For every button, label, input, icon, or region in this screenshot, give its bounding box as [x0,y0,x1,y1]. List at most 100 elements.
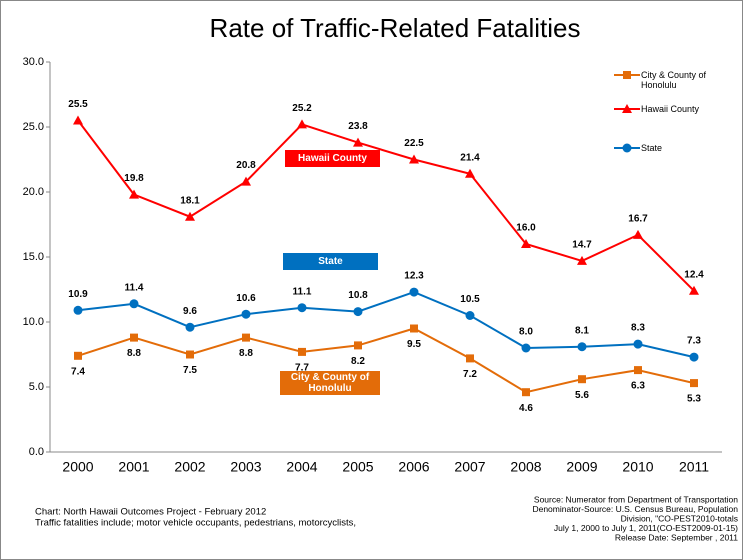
data-label: 18.1 [180,195,200,206]
marker [465,168,475,178]
data-label: 7.2 [463,369,477,380]
annotation-box: State [283,253,378,270]
annotation: City & County of Honolulu [280,371,380,395]
data-label: 8.3 [631,323,645,334]
marker [689,285,699,295]
x-tick-label: 2002 [174,459,205,475]
marker [241,309,251,319]
y-tick-label: 20.0 [23,186,44,198]
legend-label-box: City & County of Honolulu [641,70,707,90]
data-label: 6.3 [631,381,645,392]
data-label: 5.6 [575,390,589,401]
data-label: 16.0 [516,223,536,234]
data-label: 4.6 [519,403,533,414]
footer-right: Source: Numerator from Department of Tra… [534,494,738,504]
marker [690,379,698,388]
data-label: 10.8 [348,290,368,301]
marker [410,324,418,333]
marker [297,119,307,129]
data-label: 16.7 [628,214,648,225]
legend-marker [622,143,632,153]
data-label: 8.8 [127,348,141,359]
y-tick-label: 0.0 [29,446,44,458]
data-label: 11.4 [125,282,144,293]
legend-label: Hawaii County [641,104,700,114]
marker [130,333,138,342]
data-label: 25.2 [292,103,312,114]
footer-right: Division, "CO-PEST2010-totals [621,513,738,523]
marker [577,255,587,265]
x-tick-label: 2001 [118,459,149,475]
x-tick-label: 2010 [622,459,653,475]
marker [577,342,587,352]
data-label: 12.4 [684,269,704,280]
annotation: State [283,253,378,270]
marker [73,305,83,315]
annotation-box: Hawaii County [285,150,380,167]
y-tick-label: 30.0 [23,56,44,68]
data-label: 7.4 [71,366,85,377]
marker [74,351,82,360]
data-label: 10.9 [68,289,88,300]
footer-right: Denominator-Source: U.S. Census Bureau, … [532,504,738,514]
data-label: 8.0 [519,327,533,338]
legend-label: State [641,143,663,153]
marker [521,343,531,353]
footer-left: Traffic fatalities include; motor vehicl… [35,518,356,529]
annotation-box: City & County of Honolulu [280,371,380,395]
legend-label-box: Hawaii County [641,104,700,114]
footer-right: Release Date: September , 2011 [615,532,738,542]
x-tick-label: 2007 [454,459,485,475]
legend-label: City & County of Honolulu [641,70,707,90]
data-label: 7.5 [183,365,197,376]
x-tick-label: 2009 [566,459,597,475]
marker [634,366,642,375]
data-label: 21.4 [460,152,480,163]
x-tick-label: 2003 [230,459,261,475]
marker [186,350,194,359]
series-line [77,119,695,292]
marker [689,352,699,362]
y-tick-label: 5.0 [29,381,44,393]
data-label: 19.8 [124,173,144,184]
data-label: 14.7 [572,240,592,251]
marker [409,154,419,164]
marker [73,115,83,125]
marker [354,341,362,350]
y-tick-label: 10.0 [23,316,44,328]
series-line [77,327,695,394]
marker [242,333,250,342]
data-label: 5.3 [687,394,701,405]
data-label: 22.5 [404,138,424,149]
y-tick-label: 15.0 [23,251,44,263]
marker [409,287,419,297]
marker [185,211,195,221]
data-label: 20.8 [236,160,256,171]
data-label: 12.3 [404,271,424,282]
marker [298,347,306,356]
x-tick-label: 2006 [398,459,429,475]
marker [129,189,139,199]
data-label: 23.8 [348,121,368,132]
marker [353,137,363,147]
marker [465,311,475,320]
x-tick-label: 2005 [342,459,373,475]
data-label: 8.8 [239,348,253,359]
marker [522,388,530,397]
series-line [77,291,695,359]
footer-right: July 1, 2000 to July 1, 2011(CO-EST2009-… [554,523,738,533]
marker [241,176,251,186]
data-label: 11.1 [293,286,312,297]
marker [353,307,363,317]
legend-marker [623,71,631,79]
marker [633,339,643,349]
data-label: 7.3 [687,336,701,347]
marker [578,375,586,384]
legend-label-box: State [641,143,663,153]
data-label: 8.1 [575,325,589,336]
marker [633,229,643,239]
data-label: 10.5 [460,294,480,305]
data-label: 25.5 [68,99,88,110]
